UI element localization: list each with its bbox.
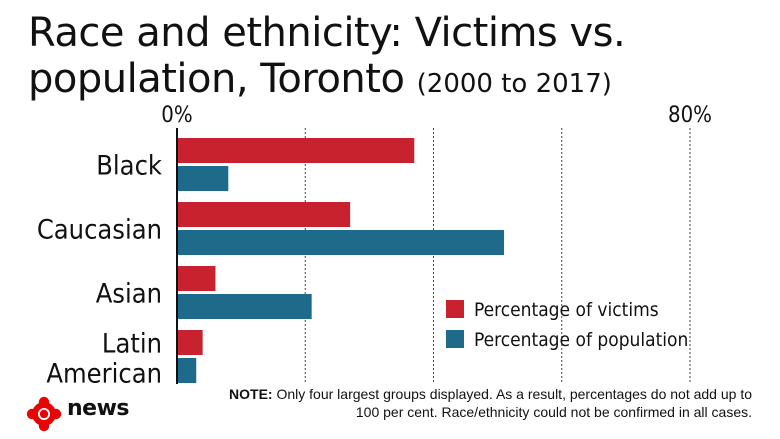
legend-label: Percentage of victims [474,299,659,321]
legend-label: Percentage of population [474,329,688,351]
legend: Percentage of victims Percentage of popul… [446,299,688,351]
bar-0-3 [177,330,203,355]
title-date-range: (2000 to 2017) [416,69,612,99]
tick-label: 0% [161,103,192,128]
title-line-1: Race and ethnicity: Victims vs. [28,10,626,56]
bar-0-0 [177,138,415,163]
bar-1-0 [177,166,229,191]
bar-0-2 [177,266,216,291]
legend-swatch [446,300,464,318]
category-label: Latin American [46,329,162,390]
footnote: NOTE: Only four largest groups displayed… [216,385,752,421]
chart-title: Race and ethnicity: Victims vs. populati… [28,10,768,107]
tick-label: 80% [668,103,712,128]
tick-labels: 0% 80% [161,103,712,128]
cbc-gem-logo-icon [26,396,62,432]
category-labels: Black Caucasian Asian Latin American [37,151,162,390]
note-label: NOTE: [229,386,273,402]
bar-1-2 [177,294,312,319]
note-text: Only four largest groups displayed. As a… [276,386,752,420]
category-label: Black [96,151,162,182]
bar-0-1 [177,202,351,227]
legend-swatch [446,330,464,348]
gridlines [304,128,691,384]
title-line-2: population, Toronto [28,56,405,102]
category-label: Caucasian [37,215,162,246]
bars [177,138,505,383]
category-label: Asian [96,279,162,310]
bar-1-1 [177,230,505,255]
brand-wordmark: news [67,396,130,421]
bar-1-3 [177,358,197,383]
